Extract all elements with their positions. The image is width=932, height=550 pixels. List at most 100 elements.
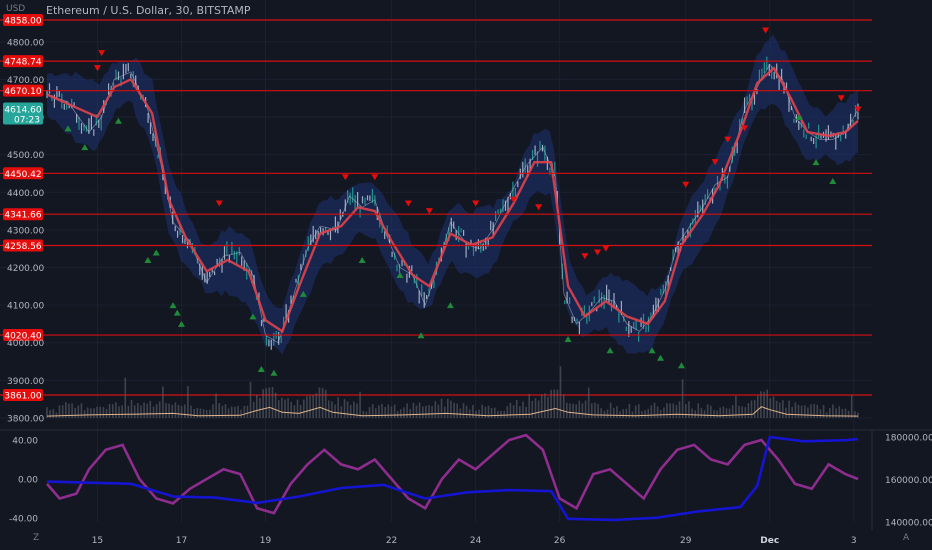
level-label-bg bbox=[3, 84, 43, 97]
sell-signal-marker bbox=[215, 200, 223, 207]
price-tick-label: 3800.00 bbox=[7, 414, 44, 424]
buy-signal-marker bbox=[270, 369, 278, 376]
price-tick-label: 4000.00 bbox=[7, 339, 44, 349]
level-label-bg bbox=[3, 208, 43, 221]
buy-signal-marker bbox=[173, 309, 181, 316]
buy-signal-marker bbox=[169, 302, 177, 309]
level-label: 4748.74 bbox=[4, 58, 41, 68]
buy-signal-marker bbox=[829, 177, 837, 184]
moving-average-line bbox=[46, 66, 859, 334]
buy-signal-marker bbox=[417, 332, 425, 339]
price-tick-label: 4300.00 bbox=[7, 226, 44, 236]
price-line bbox=[46, 63, 859, 344]
sell-signal-marker bbox=[535, 204, 543, 211]
sell-signal-marker bbox=[93, 65, 101, 72]
right-axis-tick-label: 140000.00 bbox=[885, 519, 932, 529]
moving-average bbox=[46, 66, 859, 334]
sell-signal-marker bbox=[371, 174, 379, 181]
buy-signal-marker bbox=[64, 125, 72, 132]
buy-signal-marker bbox=[678, 362, 686, 369]
sell-signal-marker bbox=[581, 253, 589, 260]
sell-signal-marker bbox=[425, 208, 433, 215]
buy-signal-marker bbox=[446, 302, 454, 309]
level-label-bg bbox=[3, 389, 43, 401]
support-resistance-levels: 4858.00 4748.74 4670.10 4450.42 4341.66 4258.… bbox=[0, 14, 872, 402]
sell-signal-marker bbox=[724, 136, 732, 143]
buy-signal-marker bbox=[358, 256, 366, 263]
buy-signal-marker bbox=[564, 335, 572, 342]
signal-markers bbox=[64, 27, 862, 376]
time-tick-label: 24 bbox=[470, 536, 482, 546]
price-tick-label: 4100.00 bbox=[7, 302, 44, 312]
buy-signal-marker bbox=[144, 256, 152, 263]
level-label-bg bbox=[3, 239, 43, 252]
buy-signal-marker bbox=[812, 159, 820, 166]
sell-signal-marker bbox=[762, 27, 770, 34]
buy-signal-marker bbox=[606, 347, 614, 354]
level-label-bg bbox=[3, 55, 43, 68]
price-axis: 3800.00 3900.00 4000.00 4100.00 4200.00 4300.… bbox=[3, 38, 44, 424]
time-tick-label: 26 bbox=[554, 536, 566, 546]
time-tick-label: 3 bbox=[851, 536, 857, 546]
time-tick-label: 19 bbox=[260, 536, 272, 546]
last-price-tag bbox=[3, 102, 43, 125]
oscillator-pane: 40.00 0.00 -40.00 180000.00 160000.00 140000.… bbox=[9, 434, 932, 529]
time-tick-label: 22 bbox=[386, 536, 397, 546]
time-axis: 15 17 19 22 24 26 29 Dec 3 bbox=[92, 536, 857, 546]
right-axis-tick-label: 180000.00 bbox=[885, 434, 932, 444]
chart-title: Ethereum / U.S. Dollar, 30, BITSTAMP bbox=[46, 4, 251, 17]
sell-signal-marker bbox=[711, 159, 719, 166]
secondary-line bbox=[46, 435, 859, 522]
sell-signal-marker bbox=[854, 106, 862, 113]
buy-signal-marker bbox=[81, 144, 89, 151]
oscillator-tick-label: -40.00 bbox=[9, 515, 38, 525]
buy-signal-marker bbox=[152, 249, 160, 256]
sell-signal-marker bbox=[472, 200, 480, 207]
time-tick-label: 15 bbox=[92, 536, 103, 546]
time-tick-label: 17 bbox=[176, 536, 187, 546]
buy-signal-marker bbox=[177, 320, 185, 327]
buy-signal-marker bbox=[648, 347, 656, 354]
time-tick-label: Dec bbox=[760, 536, 779, 546]
oscillator-tick-label: 0.00 bbox=[18, 476, 38, 486]
sell-signal-marker bbox=[593, 249, 601, 256]
sell-signal-marker bbox=[741, 125, 749, 132]
sell-signal-marker bbox=[404, 200, 412, 207]
buy-signal-marker bbox=[657, 354, 665, 361]
sell-signal-marker bbox=[602, 245, 610, 252]
level-label-bg bbox=[3, 329, 43, 342]
grid bbox=[0, 0, 932, 530]
auto-scale-button[interactable]: A bbox=[903, 533, 910, 543]
price-tick-label: 4400.00 bbox=[7, 189, 44, 199]
sell-signal-marker bbox=[98, 50, 106, 57]
level-label-bg bbox=[3, 167, 43, 180]
sell-signal-marker bbox=[509, 196, 517, 203]
buy-signal-marker bbox=[299, 290, 307, 297]
oscillator-line bbox=[46, 433, 859, 515]
price-tick-label: 4500.00 bbox=[7, 151, 44, 161]
level-label: 4450.42 bbox=[4, 170, 41, 180]
level-label: 4258.56 bbox=[4, 242, 41, 252]
currency-label: USD bbox=[6, 4, 26, 14]
right-axis-tick-label: 160000.00 bbox=[885, 476, 932, 486]
sell-signal-marker bbox=[682, 181, 690, 188]
price-tick-label: 4700.00 bbox=[7, 76, 44, 86]
level-label-bg bbox=[3, 14, 43, 26]
zoom-toggle-button[interactable]: Z bbox=[33, 533, 40, 543]
volume-pane bbox=[46, 366, 859, 418]
buy-signal-marker bbox=[114, 117, 122, 124]
price-tick-label: 4200.00 bbox=[7, 264, 44, 274]
level-label: 4020.40 bbox=[4, 332, 41, 342]
last-price-label: 4614.60 bbox=[4, 106, 41, 116]
price-tick-label: 4800.00 bbox=[7, 38, 44, 48]
level-label: 4341.66 bbox=[4, 211, 41, 221]
buy-signal-marker bbox=[396, 272, 404, 279]
level-label: 4670.10 bbox=[4, 87, 41, 97]
buy-signal-marker bbox=[795, 114, 803, 121]
oscillator-tick-label: 40.00 bbox=[12, 437, 38, 447]
sell-signal-marker bbox=[341, 174, 349, 181]
level-label: 3861.00 bbox=[4, 392, 41, 402]
volume-ma-line bbox=[46, 406, 859, 417]
time-tick-label: 29 bbox=[680, 536, 692, 546]
